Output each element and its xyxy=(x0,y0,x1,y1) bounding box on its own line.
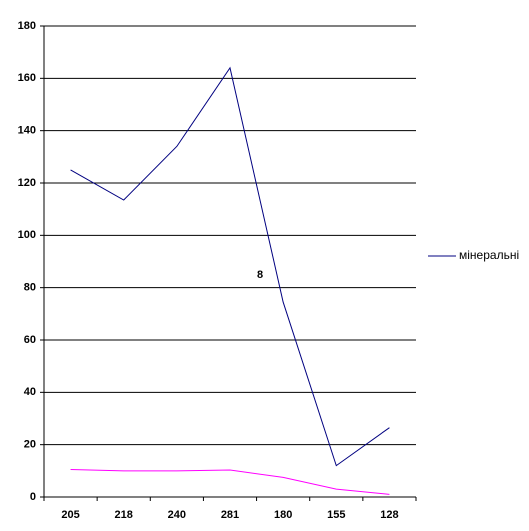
x-tick-label: 218 xyxy=(115,509,133,521)
y-tick-label: 80 xyxy=(24,282,36,294)
x-tick-label: 240 xyxy=(168,509,186,521)
y-tick-label: 60 xyxy=(24,334,36,346)
x-tick-label: 281 xyxy=(221,509,239,521)
y-tick-label: 140 xyxy=(18,125,36,137)
y-tick-label: 180 xyxy=(18,20,36,32)
y-tick-label: 100 xyxy=(18,229,36,241)
y-tick-label: 40 xyxy=(24,386,36,398)
series-line xyxy=(70,469,390,495)
x-tick-label: 205 xyxy=(61,509,79,521)
x-tick-label: 128 xyxy=(380,509,398,521)
series-line xyxy=(70,66,390,467)
annotation: 8 xyxy=(257,269,263,281)
legend-label: мінеральні xyxy=(459,248,519,262)
y-tick-label: 160 xyxy=(18,72,36,84)
y-tick-label: 20 xyxy=(24,439,36,451)
x-tick-label: 155 xyxy=(327,509,345,521)
y-tick-label: 0 xyxy=(30,491,36,503)
y-tick-label: 120 xyxy=(18,177,36,189)
x-tick-label: 180 xyxy=(274,509,292,521)
